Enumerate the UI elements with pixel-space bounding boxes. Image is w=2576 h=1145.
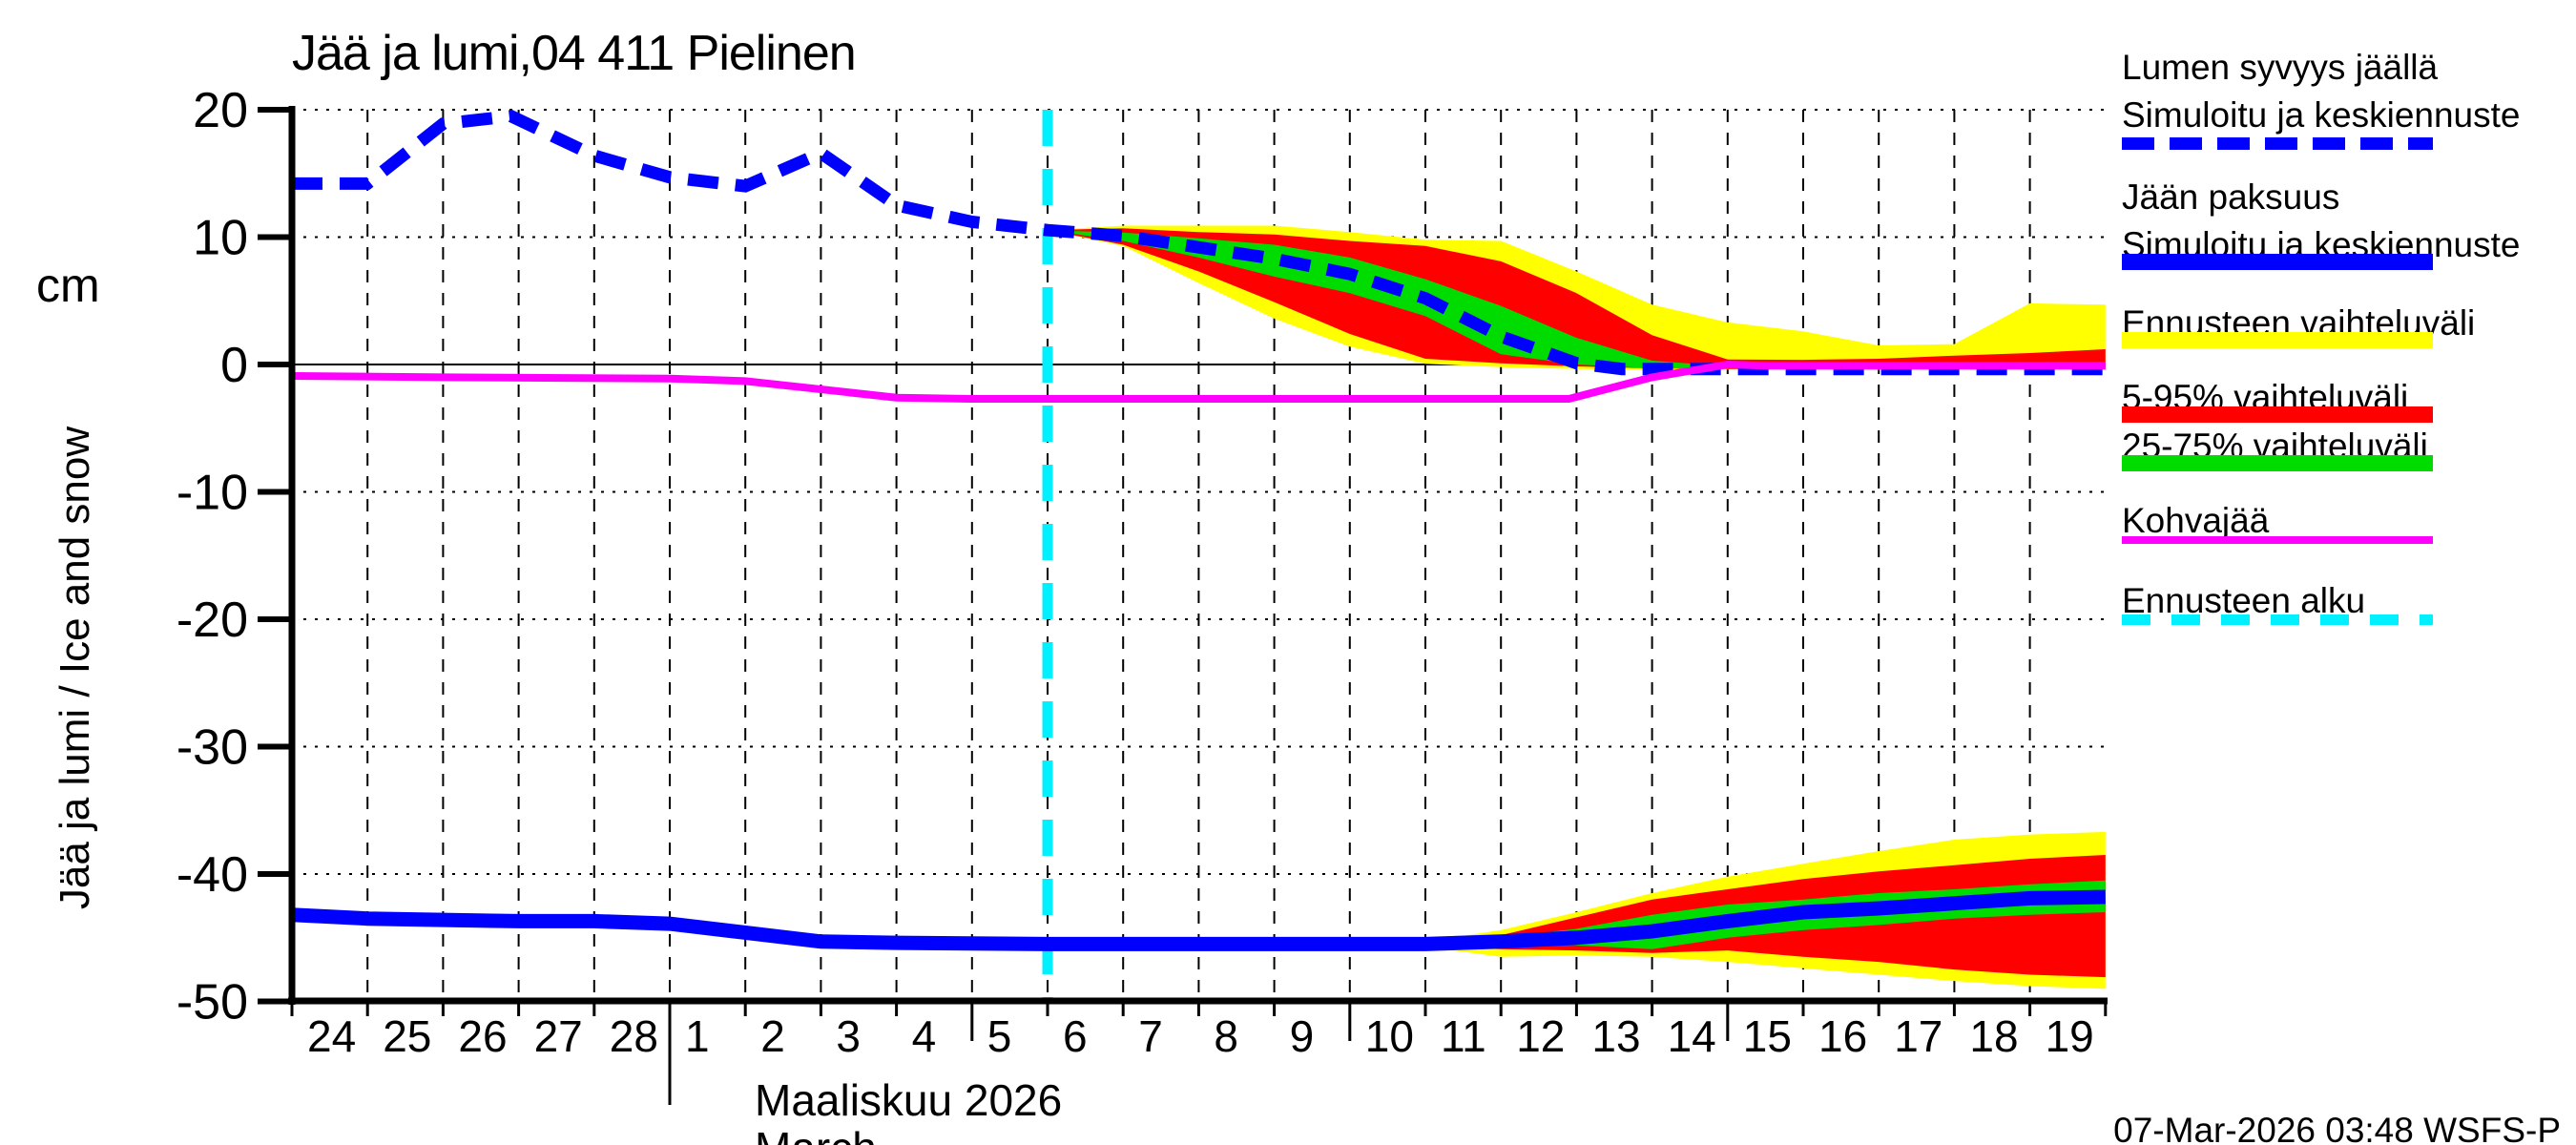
x-axis-month-label-en: March [755, 1122, 877, 1145]
kohvajaa-line [291, 360, 2106, 403]
y-tick-label: -20 [177, 593, 248, 648]
x-tick-label: 5 [987, 1011, 1012, 1061]
legend-label-forecast-start: Ennusteen alku [2122, 581, 2366, 620]
chart-title: Jää ja lumi,04 411 Pielinen [292, 26, 857, 81]
x-tick-label: 26 [458, 1011, 507, 1061]
legend-label-kohvajaa: Kohvajää [2122, 501, 2270, 540]
snow-band-green [1048, 230, 2106, 368]
x-tick-label: 7 [1138, 1011, 1163, 1061]
y-tick-label: -30 [177, 720, 248, 776]
x-tick-label: 28 [610, 1011, 658, 1061]
snow-median-line [292, 110, 2106, 376]
legend-sample-range-25-75 [2122, 454, 2433, 471]
x-tick-label: 3 [836, 1011, 861, 1061]
legend-sample-range-5-95 [2122, 406, 2433, 423]
x-tick-label: 19 [2046, 1011, 2094, 1061]
x-tick-label: 4 [912, 1011, 937, 1061]
y-tick-label: -10 [177, 466, 248, 521]
y-tick-label: -50 [177, 975, 248, 1030]
legend-sample-kohvajaa [2122, 536, 2433, 544]
x-tick-label: 10 [1365, 1011, 1414, 1061]
legend-sample-ice-thickness-median [2122, 253, 2433, 270]
y-tick-label: -40 [177, 847, 248, 903]
x-tick-label: 15 [1743, 1011, 1792, 1061]
x-tick-label: 6 [1063, 1011, 1088, 1061]
x-tick-label: 14 [1668, 1011, 1716, 1061]
y-tick-label: 10 [193, 211, 248, 266]
x-tick-label: 8 [1214, 1011, 1238, 1061]
x-tick-label: 12 [1516, 1011, 1565, 1061]
legend-sample-forecast-range [2122, 331, 2433, 348]
x-tick-label: 11 [1441, 1011, 1486, 1061]
x-tick-label: 24 [307, 1011, 356, 1061]
legend-sample-forecast-start [2122, 614, 2433, 625]
x-tick-label: 1 [685, 1011, 710, 1061]
timestamp: 07-Mar-2026 03:48 WSFS-P [2113, 1111, 2561, 1145]
ice-median-line [291, 889, 2106, 951]
y-tick-label: 20 [193, 83, 248, 138]
x-tick-label: 16 [1818, 1011, 1867, 1061]
y-axis-label: Jää ja lumi / Ice and snow [52, 426, 98, 910]
x-tick-label: 27 [534, 1011, 583, 1061]
legend-label-snow-depth-median: Lumen syvyys jäällä Simuloitu ja keskienn… [2122, 48, 2521, 135]
x-tick-label: 18 [1969, 1011, 2018, 1061]
legend-sample-snow-depth-median [2122, 136, 2433, 150]
x-tick-label: 13 [1591, 1011, 1640, 1061]
x-axis-month-label-fi: Maaliskuu 2026 [755, 1075, 1063, 1125]
y-axis-unit-label: cm [36, 259, 100, 312]
x-tick-label: 9 [1290, 1011, 1315, 1061]
x-tick-label: 25 [383, 1011, 431, 1061]
y-tick-label: 0 [220, 338, 248, 393]
x-tick-label: 17 [1894, 1011, 1942, 1061]
x-tick-label: 2 [760, 1011, 785, 1061]
